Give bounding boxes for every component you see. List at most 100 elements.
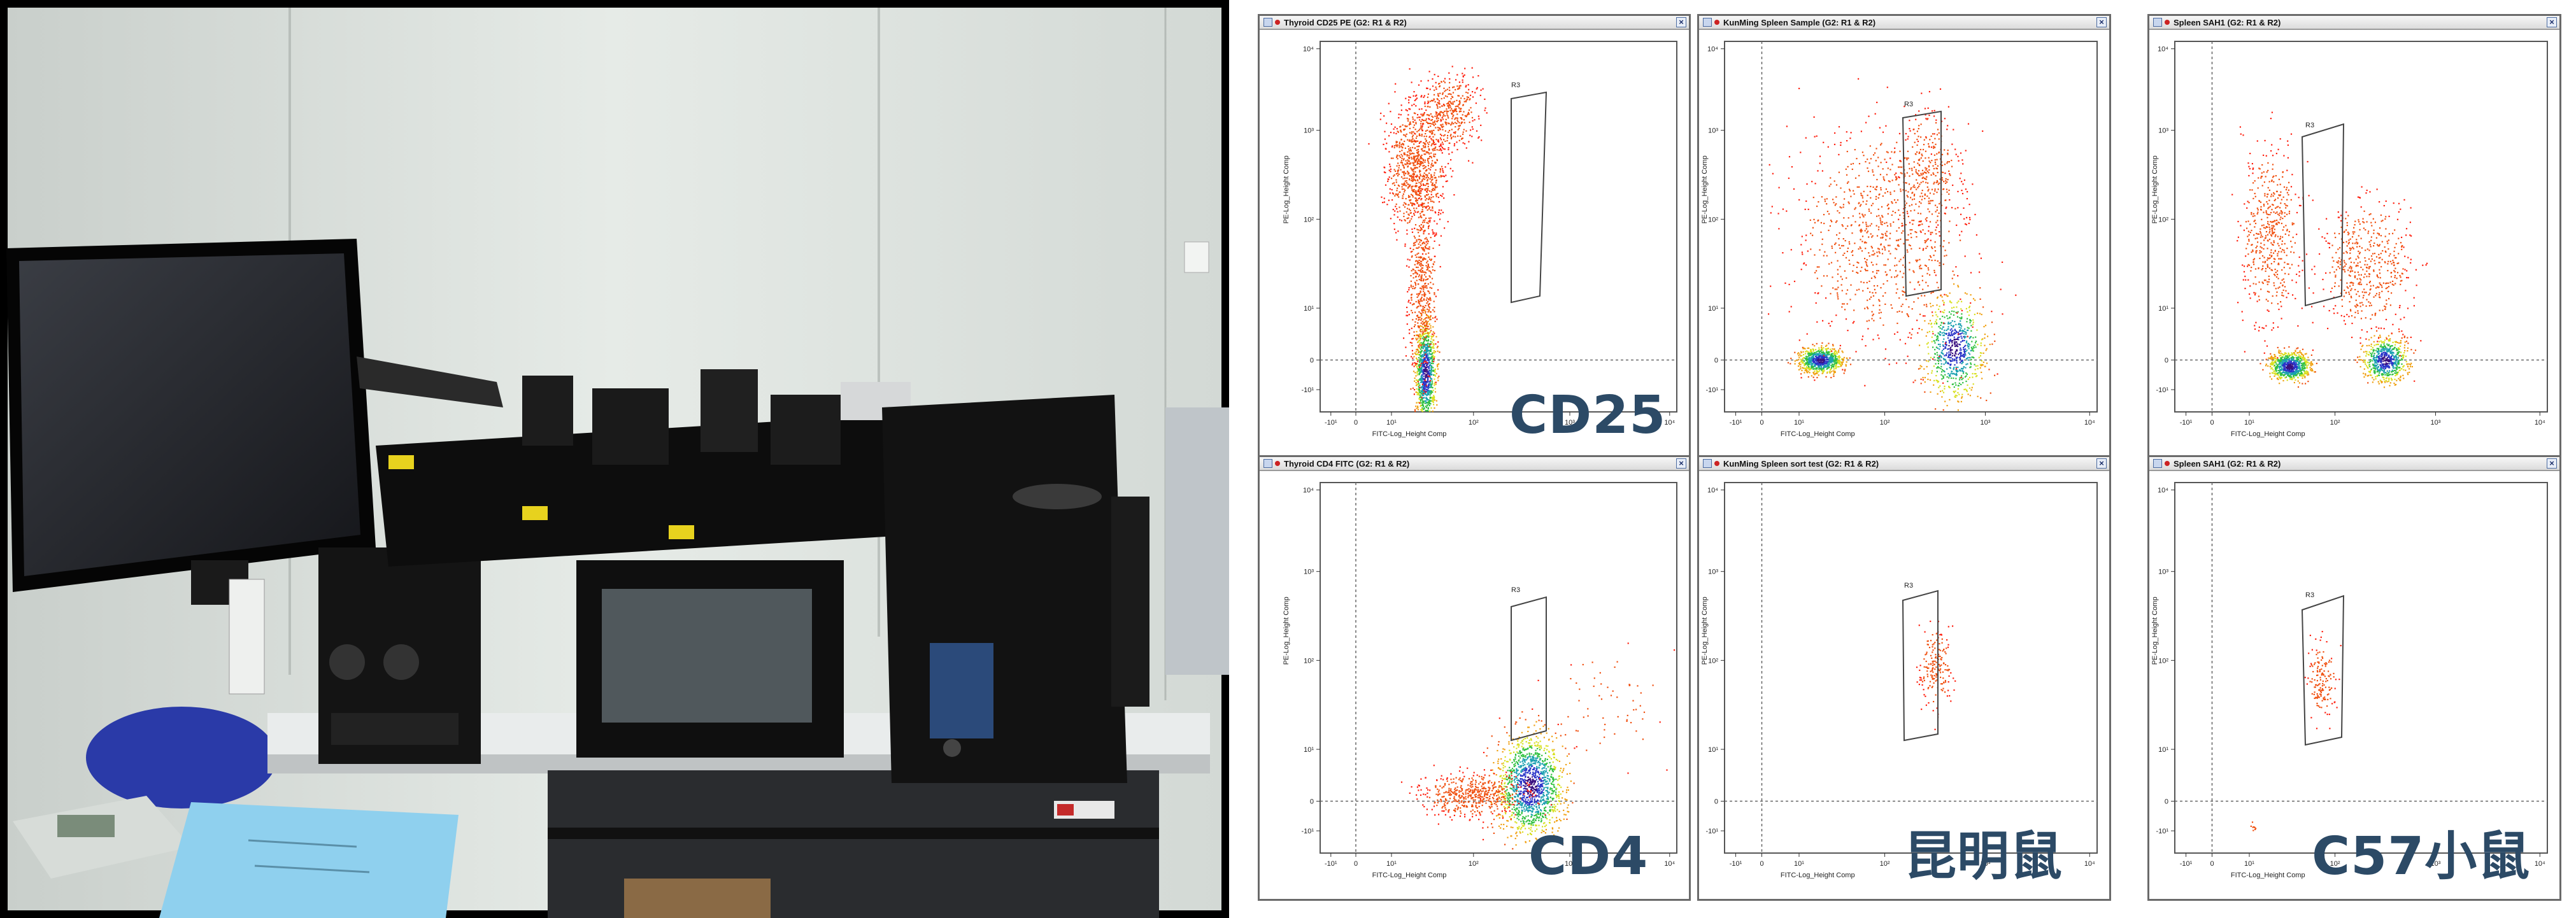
y-tick-label: 10³ <box>2158 127 2168 135</box>
event-dots <box>2231 111 2428 388</box>
x-tick-label: 10⁴ <box>1664 419 1675 427</box>
close-icon[interactable]: × <box>1676 458 1686 469</box>
gate-label: R3 <box>2305 122 2314 129</box>
x-tick-label: 0 <box>1760 860 1763 868</box>
x-tick-label: 10¹ <box>1386 860 1397 868</box>
plot-window-kunming-spleen-sample[interactable]: KunMing Spleen Sample (G2: R1 & R2) × R3… <box>1697 14 2111 458</box>
status-dot-icon <box>2165 461 2170 466</box>
plot-titlebar[interactable]: Spleen SAH1 (G2: R1 & R2) × <box>2149 457 2559 471</box>
x-tick-label: -10¹ <box>1325 419 1337 427</box>
x-tick-label: 0 <box>1760 419 1763 427</box>
photo-illustration <box>0 0 1229 918</box>
x-tick-label: 10³ <box>1981 419 1991 427</box>
y-tick-label: 10⁴ <box>1303 487 1314 495</box>
event-dots <box>2250 631 2342 831</box>
x-tick-label: 10³ <box>2431 419 2441 427</box>
x-tick-label: 10¹ <box>1386 419 1397 427</box>
y-tick-label: 10² <box>2158 657 2168 665</box>
plot-window-spleen-sah1-sort[interactable]: Spleen SAH1 (G2: R1 & R2) × R3 -10¹ 0 10¹ 10… <box>2147 455 2561 901</box>
x-tick-label: 10⁴ <box>2535 419 2545 427</box>
close-icon[interactable]: × <box>2547 17 2557 27</box>
dot-plot-spleen-sah1-sort: R3 -10¹ 0 10¹ 10² 10³ 10⁴ 10⁴ 10³ 10² 10¹ 0 -10¹ FITC… <box>2151 482 2548 879</box>
y-tick-label: 10¹ <box>2158 305 2168 313</box>
y-tick-label: 10¹ <box>1304 746 1314 754</box>
close-icon[interactable]: × <box>2096 458 2107 469</box>
x-tick-label: 10² <box>2330 419 2340 427</box>
status-dot-icon <box>2165 20 2170 25</box>
gate-r3 <box>1511 596 1547 742</box>
y-tick-label: 10³ <box>1708 568 1718 576</box>
plot-frame <box>1724 41 2098 413</box>
x-axis-label: FITC-Log_Height Comp <box>1372 430 1447 438</box>
status-dot-icon <box>1714 20 1719 25</box>
y-tick-label: 10² <box>1708 216 1718 223</box>
y-tick-label: -10¹ <box>1705 828 1718 835</box>
plot-title: Thyroid CD25 PE (G2: R1 & R2) <box>1284 17 1407 27</box>
y-tick-label: 10³ <box>1304 127 1314 135</box>
y-tick-label: 0 <box>1310 798 1314 806</box>
plot-window-thyroid-cd25[interactable]: Thyroid CD25 PE (G2: R1 & R2) × R3 -10¹ 0 1… <box>1258 14 1691 458</box>
plot-title: Spleen SAH1 (G2: R1 & R2) <box>2174 458 2281 469</box>
x-tick-label: 10² <box>2330 860 2340 868</box>
window-icon <box>1263 18 1272 27</box>
plot-title: Spleen SAH1 (G2: R1 & R2) <box>2174 17 2281 27</box>
lab-instrument-photo <box>0 0 1229 918</box>
close-icon[interactable]: × <box>2096 17 2107 27</box>
close-icon[interactable]: × <box>1676 17 1686 27</box>
caption-c57: C57小鼠 <box>2312 826 2531 887</box>
plot-window-thyroid-cd4[interactable]: Thyroid CD4 FITC (G2: R1 & R2) × R3 -10¹ 0… <box>1258 455 1691 901</box>
x-tick-label: 0 <box>2210 419 2214 427</box>
x-tick-label: -10¹ <box>1730 860 1742 868</box>
x-tick-label: 10⁴ <box>2084 860 2095 868</box>
y-tick-label: 10² <box>1304 216 1314 223</box>
plot-frame <box>2174 482 2548 854</box>
plot-titlebar[interactable]: KunMing Spleen Sample (G2: R1 & R2) × <box>1699 16 2109 30</box>
x-tick-label: 10¹ <box>2244 860 2254 868</box>
y-tick-label: -10¹ <box>1301 828 1314 835</box>
plot-window-spleen-sah1[interactable]: Spleen SAH1 (G2: R1 & R2) × R3 -10¹ 0 10¹ 10… <box>2147 14 2561 458</box>
x-axis-label: FITC-Log_Height Comp <box>1372 872 1447 879</box>
x-axis-label: FITC-Log_Height Comp <box>1781 430 1855 438</box>
y-axis-label: PE-Log_Height Comp <box>2151 597 2159 665</box>
y-tick-label: 10³ <box>1304 568 1314 576</box>
x-tick-label: 10⁴ <box>2084 419 2095 427</box>
y-tick-label: -10¹ <box>1705 386 1718 394</box>
y-axis-label: PE-Log_Height Comp <box>2151 155 2159 223</box>
y-tick-label: 10⁴ <box>2158 46 2168 53</box>
x-tick-label: 10² <box>1880 419 1890 427</box>
x-tick-label: 10³ <box>1981 860 1991 868</box>
dot-plot-kunming-spleen-sample: R3 -10¹ 0 10¹ 10² 10³ 10⁴ 10⁴ 10³ 10² 10¹ 0 -10¹ FITC… <box>1701 41 2098 438</box>
dot-plot-thyroid-cd25: R3 -10¹ 0 10¹ 10² 10³ 10⁴ 10⁴ 10³ 10² 10¹ 0 -10¹ FITC… <box>1283 41 1677 438</box>
x-tick-label: 10³ <box>1565 419 1575 427</box>
x-tick-label: 0 <box>1354 419 1358 427</box>
x-tick-label: -10¹ <box>2180 419 2193 427</box>
y-axis-label: PE-Log_Height Comp <box>1701 155 1709 223</box>
x-tick-label: 10¹ <box>1794 419 1804 427</box>
dot-plot-kunming-spleen-sort-test: R3 -10¹ 0 10¹ 10² 10³ 10⁴ 10⁴ 10³ 10² 10¹ 0 -10¹ FITC… <box>1701 482 2098 879</box>
caption-cd4: CD4 <box>1528 826 1649 887</box>
y-tick-label: 10⁴ <box>1707 46 1718 53</box>
x-tick-label: 10¹ <box>2244 419 2254 427</box>
y-tick-label: 10⁴ <box>1303 46 1314 53</box>
y-tick-label: 0 <box>2165 357 2168 365</box>
plot-titlebar[interactable]: Thyroid CD25 PE (G2: R1 & R2) × <box>1260 16 1689 30</box>
plot-window-kunming-spleen-sort-test[interactable]: KunMing Spleen sort test (G2: R1 & R2) ×… <box>1697 455 2111 901</box>
x-tick-label: 10³ <box>2431 860 2441 868</box>
plot-titlebar[interactable]: KunMing Spleen sort test (G2: R1 & R2) × <box>1699 457 2109 471</box>
gate-r3 <box>1902 110 1942 297</box>
close-icon[interactable]: × <box>2547 458 2557 469</box>
x-axis-label: FITC-Log_Height Comp <box>2231 430 2305 438</box>
y-tick-label: 10² <box>2158 216 2168 223</box>
plot-titlebar[interactable]: Thyroid CD4 FITC (G2: R1 & R2) × <box>1260 457 1689 471</box>
gate-label: R3 <box>1904 582 1913 590</box>
plot-title: KunMing Spleen Sample (G2: R1 & R2) <box>1723 17 1876 27</box>
y-tick-label: -10¹ <box>2156 828 2168 835</box>
event-dots <box>1368 66 1488 413</box>
y-tick-label: 10¹ <box>1708 305 1718 313</box>
plot-titlebar[interactable]: Spleen SAH1 (G2: R1 & R2) × <box>2149 16 2559 30</box>
x-tick-label: -10¹ <box>2180 860 2193 868</box>
x-axis-label: FITC-Log_Height Comp <box>1781 872 1855 879</box>
plot-frame <box>1320 41 1677 413</box>
status-dot-icon <box>1275 20 1280 25</box>
gate-label: R3 <box>1511 586 1520 594</box>
